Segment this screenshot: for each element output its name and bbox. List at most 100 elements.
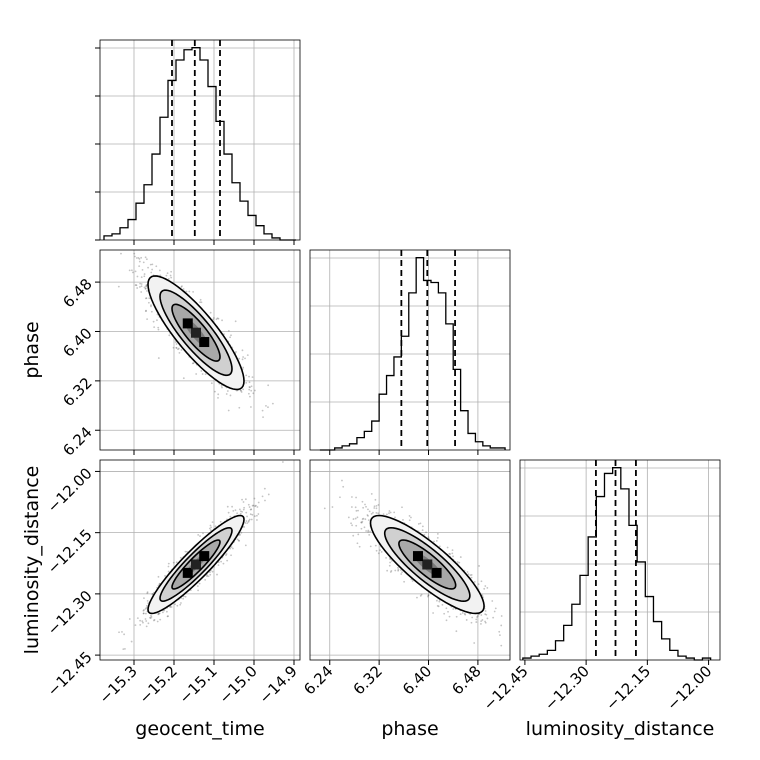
- sample-point: [500, 624, 503, 627]
- sample-point: [445, 607, 448, 610]
- sample-point: [146, 599, 149, 602]
- sample-point: [136, 617, 139, 620]
- sample-point: [449, 553, 452, 555]
- sample-point: [240, 389, 242, 392]
- sample-point: [375, 549, 378, 552]
- hist-panel-geocent_time: [95, 39, 301, 245]
- sample-point: [248, 386, 251, 388]
- sample-point: [452, 608, 455, 610]
- sample-point: [425, 531, 427, 534]
- sample-point: [191, 362, 194, 365]
- sample-point: [142, 609, 145, 612]
- sample-point: [159, 274, 162, 277]
- sample-point: [438, 545, 441, 548]
- sample-point: [367, 508, 369, 511]
- sample-point: [255, 514, 258, 517]
- density-peak: [412, 551, 423, 562]
- hist-panel-phase: [309, 249, 511, 455]
- sample-point: [459, 556, 462, 558]
- sample-point: [182, 288, 185, 290]
- sample-point: [481, 594, 484, 597]
- sample-point: [212, 318, 214, 321]
- sample-point: [158, 269, 161, 272]
- contour-line: [171, 303, 221, 362]
- sample-point: [248, 506, 251, 508]
- sample-point: [145, 285, 148, 287]
- sample-point: [388, 564, 391, 567]
- sample-point: [363, 526, 366, 529]
- sample-point: [204, 578, 207, 581]
- sample-point: [464, 613, 467, 616]
- sample-point: [151, 263, 154, 266]
- sample-point: [153, 326, 156, 329]
- sample-point: [198, 582, 201, 585]
- sample-point: [249, 395, 251, 398]
- sample-point: [352, 534, 355, 537]
- sample-point: [475, 618, 478, 621]
- sample-point: [360, 521, 363, 524]
- sample-point: [419, 594, 422, 597]
- sample-point: [139, 619, 142, 622]
- sample-point: [200, 370, 203, 372]
- sample-point: [458, 561, 461, 564]
- sample-point: [240, 391, 243, 393]
- sample-point: [377, 512, 380, 515]
- hist-panel-luminosity_distance: [519, 459, 721, 665]
- sample-point: [252, 504, 255, 507]
- sample-point: [175, 343, 178, 345]
- sample-point: [139, 623, 142, 626]
- sample-point: [352, 518, 355, 520]
- sample-point: [159, 618, 162, 621]
- sample-point: [164, 575, 166, 577]
- sample-point: [242, 356, 245, 358]
- sample-point: [142, 612, 145, 615]
- sample-point: [483, 587, 486, 590]
- sample-point: [165, 274, 168, 277]
- sample-point: [150, 304, 152, 307]
- y-tick-label: 6.24: [59, 423, 95, 459]
- panel-frame: [309, 249, 511, 451]
- sample-point: [377, 552, 380, 555]
- sample-point: [134, 270, 137, 273]
- sample-point: [239, 389, 242, 392]
- sample-point: [180, 286, 183, 288]
- sample-point: [211, 570, 214, 573]
- sample-point: [166, 615, 169, 618]
- sample-point: [157, 357, 160, 359]
- sample-point: [400, 573, 403, 575]
- sample-point: [192, 290, 194, 293]
- sample-point: [435, 540, 438, 542]
- sample-point: [256, 519, 258, 521]
- sample-point: [157, 612, 160, 615]
- sample-point: [230, 334, 232, 337]
- sample-point: [389, 511, 392, 514]
- sample-point: [401, 506, 403, 509]
- sample-point: [220, 560, 222, 563]
- sample-point: [137, 256, 140, 259]
- sample-point: [155, 265, 158, 268]
- sample-point: [197, 533, 200, 536]
- sample-point: [186, 550, 188, 553]
- x-tick-label: −12.45: [480, 662, 532, 714]
- sample-point: [234, 509, 237, 511]
- sample-point: [244, 544, 247, 547]
- sample-point: [145, 258, 148, 261]
- sample-point: [380, 551, 383, 553]
- sample-point: [484, 585, 487, 587]
- sample-point: [229, 336, 231, 339]
- sample-point: [118, 631, 120, 634]
- y-tick-label: −12.30: [44, 587, 96, 639]
- sample-point: [455, 615, 458, 618]
- sample-point: [248, 518, 251, 521]
- sample-point: [469, 574, 472, 576]
- sample-point: [420, 593, 423, 596]
- sample-point: [179, 556, 182, 559]
- sample-point: [121, 631, 123, 633]
- sample-point: [498, 630, 501, 633]
- sample-point: [477, 615, 479, 617]
- sample-point: [421, 525, 424, 528]
- sample-point: [216, 317, 219, 320]
- sample-point: [249, 513, 252, 516]
- sample-point: [184, 595, 187, 598]
- sample-point: [134, 284, 137, 286]
